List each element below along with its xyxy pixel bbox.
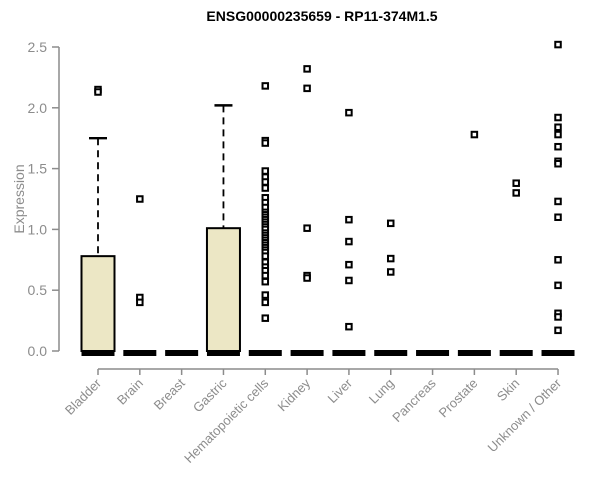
median-bar <box>499 350 533 356</box>
outlier-point <box>261 167 270 175</box>
outlier-point <box>261 82 270 90</box>
outlier-point <box>261 252 270 260</box>
outlier-point <box>345 276 353 285</box>
outlier-point <box>554 113 562 122</box>
outlier-point <box>94 88 102 96</box>
y-tick-label: 1.5 <box>28 161 48 177</box>
median-bar <box>416 350 450 356</box>
outlier-point <box>345 215 353 224</box>
y-tick-label: 2.5 <box>28 39 48 55</box>
outlier-point <box>261 139 270 147</box>
outlier-point <box>554 123 562 132</box>
outlier-point <box>512 179 520 187</box>
x-tick-label: Pancreas <box>389 375 439 425</box>
outlier-point <box>554 142 562 151</box>
x-tick-label: Lung <box>366 376 397 407</box>
outlier-point <box>554 256 562 264</box>
outlier-point <box>386 254 395 263</box>
outlier-point <box>554 130 562 139</box>
outlier-point <box>512 189 520 197</box>
outlier-point <box>554 159 562 168</box>
box-iqr <box>205 227 241 353</box>
outlier-point <box>554 281 562 290</box>
outlier-point <box>261 184 270 192</box>
outlier-point <box>261 291 270 299</box>
y-tick-label: 2.0 <box>28 100 48 116</box>
median-bar <box>541 350 575 356</box>
outlier-point <box>470 130 479 139</box>
outlier-point <box>303 84 311 93</box>
median-bar <box>206 350 240 356</box>
outlier-point <box>345 322 353 331</box>
x-tick-label: Prostate <box>436 376 481 421</box>
outlier-point <box>136 298 144 307</box>
x-tick-label: Unknown / Other <box>485 375 565 455</box>
outlier-point <box>554 326 562 335</box>
outlier-point <box>303 65 311 73</box>
x-tick-label: Liver <box>325 375 356 406</box>
outlier-point <box>386 268 395 276</box>
x-tick-label: Kidney <box>275 375 314 414</box>
outlier-point <box>261 298 270 307</box>
y-tick-label: 0.5 <box>28 282 48 298</box>
x-tick-label: Breast <box>151 375 188 412</box>
outlier-point <box>345 108 353 117</box>
outlier-point <box>261 178 270 186</box>
median-bar <box>248 350 282 356</box>
outlier-point <box>345 260 353 269</box>
y-tick-label: 1.0 <box>28 221 48 237</box>
outlier-point <box>554 40 562 49</box>
outlier-point <box>345 237 353 246</box>
outlier-point <box>303 274 311 282</box>
median-bar <box>165 350 199 356</box>
median-bar <box>374 350 408 356</box>
outlier-point <box>261 314 270 322</box>
x-tick-label: Bladder <box>62 375 105 418</box>
chart-title: ENSG00000235659 - RP11-374M1.5 <box>206 8 438 24</box>
median-bar <box>81 350 115 356</box>
outlier-point <box>261 277 270 286</box>
outlier-point <box>554 313 562 321</box>
outlier-point <box>136 195 144 203</box>
x-tick-label: Skin <box>494 376 522 404</box>
outlier-point <box>386 219 395 228</box>
x-tick-label: Gastric <box>190 375 230 415</box>
box-iqr <box>80 255 116 353</box>
median-bar <box>290 350 324 356</box>
x-tick-label: Brain <box>114 376 146 408</box>
outlier-point <box>303 224 311 232</box>
median-bar <box>457 350 491 356</box>
y-tick-label: 0.0 <box>28 343 48 359</box>
median-bar <box>332 350 366 356</box>
outlier-point <box>554 197 562 206</box>
median-bar <box>123 350 157 356</box>
outlier-point <box>261 271 270 280</box>
outlier-point <box>554 213 562 221</box>
